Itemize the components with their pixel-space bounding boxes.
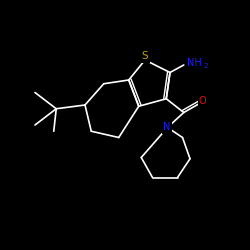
Text: 2: 2 — [203, 63, 207, 69]
Text: O: O — [199, 96, 206, 106]
Text: N: N — [163, 122, 171, 132]
Text: NH: NH — [188, 58, 202, 68]
Text: S: S — [142, 51, 148, 61]
